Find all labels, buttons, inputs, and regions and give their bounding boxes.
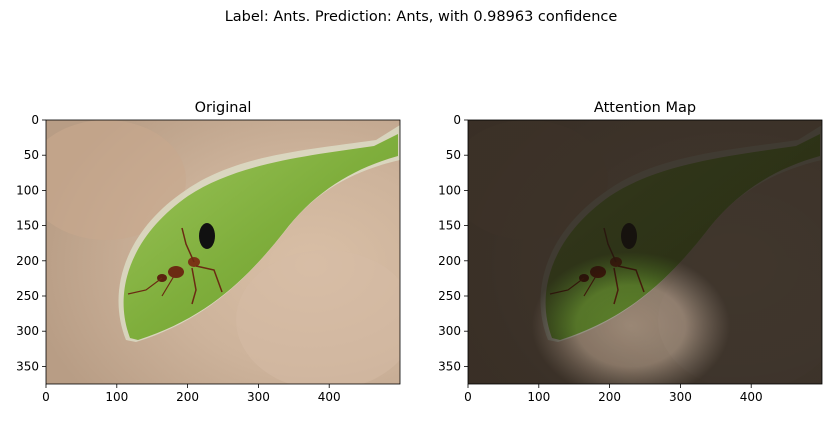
x-tick-label: 100 xyxy=(105,390,128,404)
panel-title: Original xyxy=(195,100,252,116)
axes-frame xyxy=(467,119,823,385)
y-tick-label: 0 xyxy=(453,113,461,127)
y-tick-label: 100 xyxy=(438,183,461,197)
y-tick-label: 300 xyxy=(16,324,39,338)
panel-original: Original 0 100 200 300 400 0 50 100 150 200 250 300… xyxy=(16,100,401,404)
axis-ticks: 0 100 200 300 400 0 50 100 150 200 250 300 350 xyxy=(16,113,341,404)
y-tick-label: 350 xyxy=(438,359,461,373)
x-tick-label: 200 xyxy=(598,390,621,404)
y-tick-label: 100 xyxy=(16,183,39,197)
panel-attention: Attention Map 0 100 200 300 400 0 50 100 150 200 2… xyxy=(438,100,823,404)
y-tick-label: 250 xyxy=(438,289,461,303)
original-photo xyxy=(46,120,400,384)
y-tick-label: 50 xyxy=(446,148,461,162)
x-tick-label: 400 xyxy=(740,390,763,404)
x-tick-label: 200 xyxy=(176,390,199,404)
y-tick-label: 50 xyxy=(24,148,39,162)
attention-photo xyxy=(468,120,822,384)
panel-title: Attention Map xyxy=(594,100,696,116)
x-tick-label: 100 xyxy=(527,390,550,404)
x-tick-label: 300 xyxy=(669,390,692,404)
x-tick-label: 400 xyxy=(318,390,341,404)
y-tick-label: 200 xyxy=(16,254,39,268)
figure-suptitle: Label: Ants. Prediction: Ants, with 0.98… xyxy=(225,9,618,25)
y-tick-label: 150 xyxy=(16,219,39,233)
axis-ticks: 0 100 200 300 400 0 50 100 150 200 250 300 350 xyxy=(438,113,763,404)
x-tick-label: 300 xyxy=(247,390,270,404)
y-tick-label: 200 xyxy=(438,254,461,268)
x-tick-label: 0 xyxy=(464,390,472,404)
y-tick-label: 350 xyxy=(16,359,39,373)
y-tick-label: 300 xyxy=(438,324,461,338)
y-tick-label: 250 xyxy=(16,289,39,303)
axes-frame xyxy=(45,119,401,385)
y-tick-label: 150 xyxy=(438,219,461,233)
y-tick-label: 0 xyxy=(31,113,39,127)
x-tick-label: 0 xyxy=(42,390,50,404)
